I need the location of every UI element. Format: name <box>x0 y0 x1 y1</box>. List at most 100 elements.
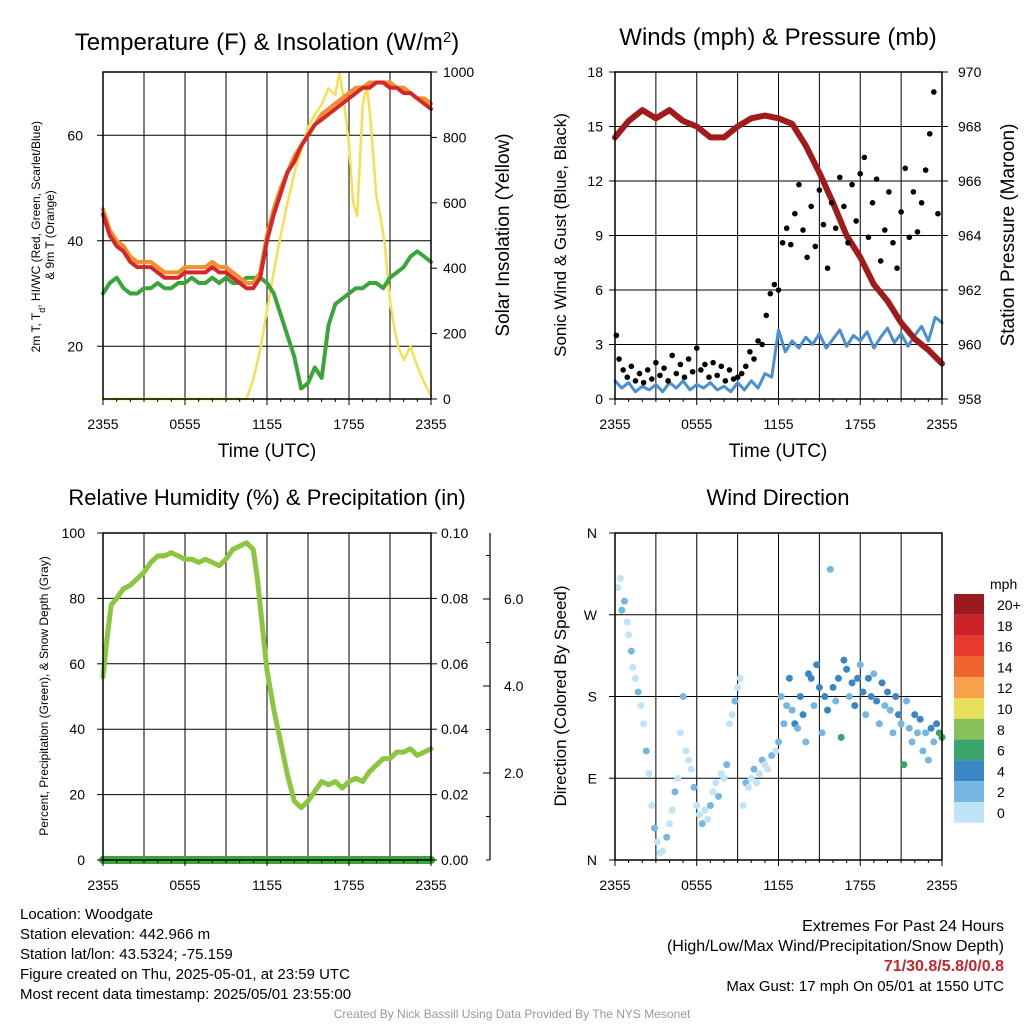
legend-swatch <box>954 760 984 782</box>
gust-point <box>898 209 904 215</box>
gust-point <box>832 225 839 232</box>
direction-point <box>794 724 802 732</box>
y-tick-label: N <box>587 852 597 868</box>
rh-panel: Relative Humidity (%) & Precipitation (i… <box>37 485 524 893</box>
legend-swatch <box>954 739 984 761</box>
credit-text: Created By Nick Bassill Using Data Provi… <box>333 1007 691 1021</box>
winds-title: Winds (mph) & Pressure (mb) <box>619 24 936 51</box>
gust-point <box>747 348 753 355</box>
gust-point <box>763 312 770 319</box>
extremes-info: Extremes For Past 24 Hours (High/Low/Max… <box>667 917 1004 997</box>
direction-point <box>826 565 834 573</box>
latlon-text: Station lat/lon: 43.5324; -75.159 <box>20 946 233 963</box>
direction-point <box>690 783 698 791</box>
gust-point <box>751 356 757 362</box>
gust-point <box>702 361 708 368</box>
direction-point <box>621 597 629 605</box>
rh-title: Relative Humidity (%) & Precipitation (i… <box>68 485 465 510</box>
legend-swatch <box>954 677 984 698</box>
max-gust-text: Max Gust: 17 mph On 05/01 at 1550 UTC <box>726 978 1004 995</box>
gust-point <box>886 189 892 195</box>
direction-point <box>704 815 712 823</box>
gust-point <box>726 367 733 373</box>
direction-point <box>728 711 736 719</box>
gust-point <box>931 89 937 95</box>
y-tick-label: 80 <box>69 590 85 606</box>
y-tick-label: 20 <box>69 787 85 803</box>
y-tick-label: 60 <box>69 656 85 672</box>
y2-tick-label: 600 <box>443 195 467 211</box>
direction-point <box>878 679 886 687</box>
temperature-panel: Temperature (F) & Insolation (W/m2) 2355… <box>29 29 514 463</box>
direction-point <box>933 720 941 728</box>
direction-point <box>927 724 935 732</box>
gust-point <box>681 374 688 381</box>
direction-point <box>701 806 709 814</box>
direction-point <box>648 802 656 809</box>
y2-tick-label: 0.08 <box>441 590 468 606</box>
gust-point <box>698 367 704 373</box>
gust-point <box>632 378 639 384</box>
elevation-text: Station elevation: 442.966 m <box>20 926 211 943</box>
legend-title: mph <box>990 576 1017 592</box>
y2-tick-label: 200 <box>443 326 467 342</box>
direction-point <box>813 661 821 669</box>
gust-point <box>914 229 921 235</box>
direction-point <box>908 738 916 746</box>
location-text: Location: Woodgate <box>20 906 154 923</box>
gust-point <box>775 287 782 293</box>
legend-swatch <box>954 656 984 678</box>
direction-point <box>785 674 793 682</box>
y-tick-label: E <box>588 770 597 786</box>
rh-ylabel: Percent, Precipitation (Green), & Snow D… <box>37 556 51 835</box>
temperature-y2label: Solar Insolation (Yellow) <box>493 133 514 336</box>
gust-point <box>873 176 880 182</box>
legend-label: 6 <box>997 743 1005 759</box>
gust-point <box>743 363 749 370</box>
y-tick-label: N <box>587 525 597 541</box>
direction-point <box>723 761 731 769</box>
gust-point <box>685 356 692 362</box>
series-line <box>101 70 433 401</box>
y-tick-label: 60 <box>67 127 83 143</box>
direction-point <box>930 738 938 746</box>
gust-point <box>767 290 774 297</box>
direction-point <box>780 720 788 728</box>
direction-point <box>777 693 785 700</box>
rh-line <box>100 540 434 811</box>
gust-point <box>910 189 917 195</box>
extremes-title: Extremes For Past 24 Hours <box>802 918 1004 935</box>
y2-tick-label: 0.00 <box>441 852 468 868</box>
direction-point <box>818 729 826 737</box>
x-tick-label: 2355 <box>926 877 957 893</box>
y2-tick-label: 960 <box>958 337 982 353</box>
gust-point <box>759 341 765 348</box>
gust-point <box>689 368 696 375</box>
temperature-title: Temperature (F) & Insolation (W/m2) <box>75 29 459 57</box>
direction-point <box>614 584 622 591</box>
legend-swatch <box>954 594 984 615</box>
direction-point <box>810 702 818 710</box>
direction-point <box>840 656 848 664</box>
x-tick-label: 1755 <box>333 416 364 432</box>
y-tick-label: W <box>584 607 598 623</box>
direction-point <box>629 663 637 671</box>
direction-point <box>671 788 679 796</box>
gust-point <box>657 372 663 379</box>
temperature-ylabel: 2m T, Td, HI/WC (Red, Green, Scarlet/Blu… <box>29 118 57 353</box>
direction-point <box>916 715 924 723</box>
legend-swatch <box>954 698 984 719</box>
direction-point <box>734 683 742 691</box>
direction-point <box>634 688 642 696</box>
gust-point <box>779 239 786 246</box>
series-line <box>101 249 433 391</box>
legend-label: 10 <box>997 701 1013 717</box>
y-tick-label: 6 <box>595 282 603 298</box>
y2-tick-label: 966 <box>958 173 982 189</box>
gust-point <box>636 370 643 377</box>
temperature-xlabel: Time (UTC) <box>218 441 317 462</box>
direction-point <box>720 774 728 782</box>
direction-point <box>637 702 645 710</box>
direction-point <box>764 765 772 773</box>
x-tick-label: 2355 <box>87 877 118 893</box>
